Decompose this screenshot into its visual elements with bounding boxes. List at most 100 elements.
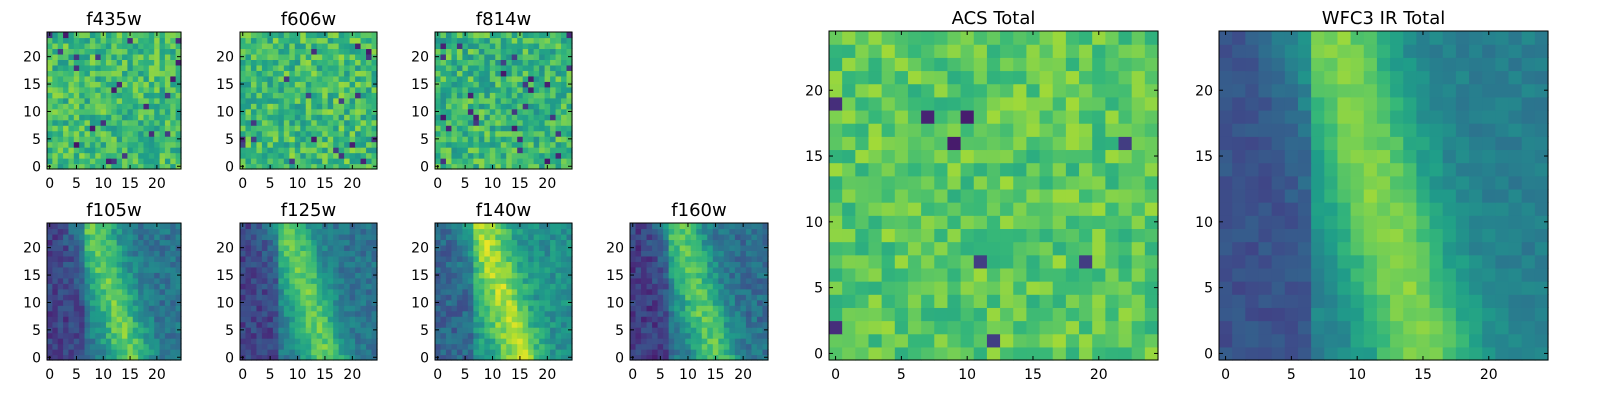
heatmap-cell [539,349,546,356]
heatmap-cell [63,272,70,279]
heatmap-cell [533,294,540,301]
heatmap-cell [473,147,480,154]
heatmap-cell [105,81,112,88]
heatmap-cell [240,59,247,66]
heatmap-cell [751,250,758,257]
heatmap-cell [132,349,139,356]
heatmap-cell [690,244,697,251]
heatmap-cell [533,130,540,137]
heatmap-cell [646,255,653,262]
heatmap-cell [435,310,442,317]
heatmap-cell [68,92,75,99]
heatmap-cell [100,283,107,290]
heatmap-cell [344,103,351,110]
heatmap-cell [663,294,670,301]
heatmap-cell [522,119,529,126]
heatmap-cell [701,332,708,339]
heatmap-cell [355,114,362,121]
heatmap-cell [366,97,373,104]
heatmap-cell [63,228,70,235]
heatmap-cell [1092,202,1106,216]
heatmap-cell [544,266,551,273]
heatmap-cell [148,141,155,148]
heatmap-cell [528,125,535,132]
heatmap-cell [500,239,507,246]
heatmap-cell [63,103,70,110]
heatmap-cell [740,299,747,306]
heatmap-cell [116,250,123,257]
heatmap-cell [143,141,150,148]
heatmap-cell [333,266,340,273]
heatmap-cell [89,119,96,126]
heatmap-cell [68,244,75,251]
heatmap-cell [316,327,323,334]
heatmap-cell [445,239,453,246]
heatmap-cell [495,53,502,60]
heatmap-cell [79,37,86,44]
heatmap-cell [762,266,769,273]
heatmap-cell [550,75,557,82]
heatmap-cell [175,64,182,71]
heatmap-cell [462,37,469,44]
heatmap-cell [122,75,128,82]
heatmap-cell [561,305,568,312]
heatmap-cell [250,70,258,77]
heatmap-cell [566,349,573,356]
heatmap-cell [478,130,485,137]
heatmap-cell [550,305,557,312]
heatmap-cell [495,42,502,50]
heatmap-cell [451,158,458,165]
heatmap-cell [1144,267,1159,282]
heatmap-cell [311,119,318,126]
axes-frame [629,222,769,361]
heatmap-cell [511,255,518,262]
heatmap-cell [100,64,107,71]
heatmap-cell [506,283,513,290]
heatmap-cell [116,266,123,273]
heatmap-cell [668,255,675,262]
heatmap-cell [701,223,708,230]
heatmap-cell [256,59,263,66]
heatmap-cell [473,108,480,115]
heatmap-cell [511,163,518,170]
heatmap-cell [283,343,290,350]
heatmap-cell [712,327,719,334]
heatmap-cell [250,103,258,110]
y-tick-label: 15 [23,77,41,93]
heatmap-cell [517,119,524,126]
heatmap-cell [539,332,546,339]
heatmap-cell [674,261,681,268]
heatmap-cell [986,333,1001,348]
heatmap-cell [143,147,150,154]
heatmap-cell [122,327,128,334]
heatmap-cell [740,343,747,350]
heatmap-cell [68,239,75,246]
heatmap-cell [528,119,535,126]
heatmap-cell [355,119,362,126]
heatmap-cell [294,37,301,44]
x-tick-label: 0 [45,176,54,192]
heatmap-cell [934,202,949,216]
heatmap-cell [349,152,356,159]
heatmap-cell [327,163,334,170]
heatmap-cell [473,125,480,132]
heatmap-cell [440,37,447,44]
heatmap-cell [333,64,340,71]
heatmap-cell [68,233,75,241]
heatmap-cell [467,310,474,317]
heatmap-cell [734,310,741,317]
heatmap-cell [355,125,362,132]
heatmap-cell [1105,215,1120,229]
heatmap-cell [256,92,263,99]
heatmap-cell [973,281,988,295]
heatmap-cell [159,299,166,306]
heatmap-cell [435,42,442,50]
heatmap-cell [79,59,86,66]
heatmap-cell [566,321,573,328]
heatmap-cell [723,310,730,317]
heatmap-cell [674,349,681,356]
heatmap-cell [344,233,351,241]
heatmap-cell [68,343,75,350]
y-tick-label: 5 [225,132,234,148]
heatmap-cell [456,108,463,115]
